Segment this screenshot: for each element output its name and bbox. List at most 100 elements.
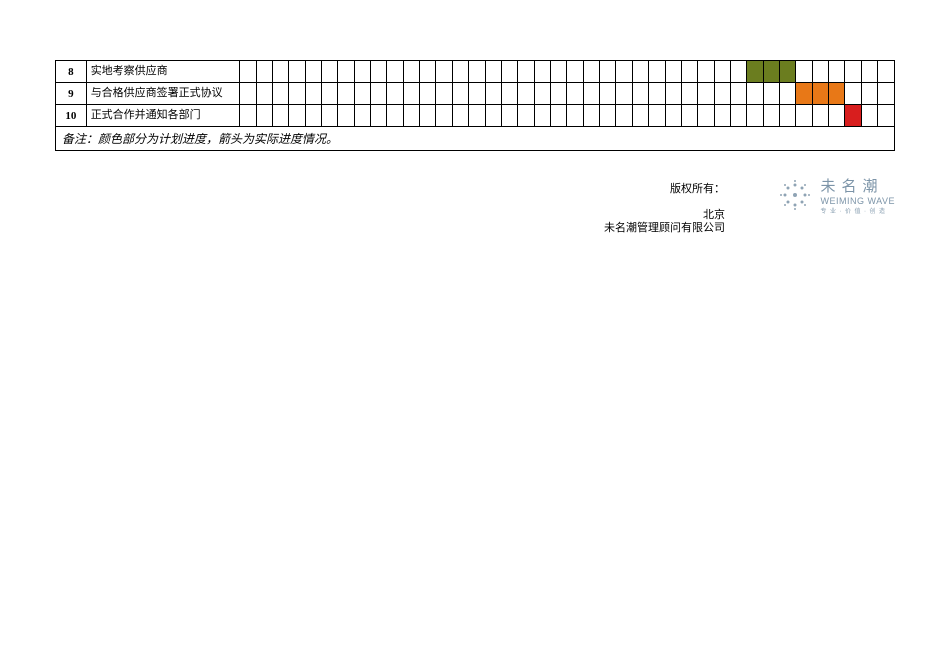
time-cell (501, 61, 517, 83)
time-cell (403, 105, 419, 127)
time-cell (272, 105, 288, 127)
time-cell (665, 83, 681, 105)
time-cell (747, 105, 763, 127)
row-task: 正式合作并通知各部门 (86, 105, 239, 127)
time-cell (600, 61, 616, 83)
time-cell (845, 61, 861, 83)
time-cell (845, 105, 861, 127)
time-cell (600, 105, 616, 127)
logo-text: 未名潮 WEIMING WAVE 专 业 · 价 值 · 创 造 (821, 175, 896, 215)
time-cell (780, 83, 796, 105)
row-id: 8 (56, 61, 87, 83)
time-cell (829, 83, 845, 105)
time-cell (567, 83, 583, 105)
time-cell (747, 83, 763, 105)
time-cell (616, 61, 632, 83)
time-cell (698, 83, 714, 105)
time-cell (436, 105, 452, 127)
time-cell (436, 61, 452, 83)
time-cell (649, 61, 665, 83)
time-cell (338, 61, 354, 83)
time-cell (763, 105, 779, 127)
time-cell (567, 61, 583, 83)
gantt-row: 10正式合作并通知各部门 (56, 105, 895, 127)
time-cell (518, 83, 534, 105)
time-cell (469, 83, 485, 105)
time-cell (747, 61, 763, 83)
time-cell (485, 105, 501, 127)
time-cell (338, 105, 354, 127)
gantt-row: 9与合格供应商签署正式协议 (56, 83, 895, 105)
time-cell (305, 83, 321, 105)
time-cell (550, 61, 566, 83)
row-task: 实地考察供应商 (86, 61, 239, 83)
copyright-label: 版权所有： (545, 180, 725, 196)
time-cell (730, 105, 746, 127)
time-cell (861, 61, 877, 83)
time-cell (714, 105, 730, 127)
time-cell (534, 105, 550, 127)
time-cell (796, 61, 812, 83)
time-cell (861, 83, 877, 105)
gantt-table: 8实地考察供应商9与合格供应商签署正式协议10正式合作并通知各部门备注：颜色部分… (55, 60, 895, 151)
gantt-chart-fragment: 8实地考察供应商9与合格供应商签署正式协议10正式合作并通知各部门备注：颜色部分… (55, 60, 895, 151)
row-id: 9 (56, 83, 87, 105)
time-cell (452, 61, 468, 83)
time-cell (730, 61, 746, 83)
time-cell (780, 61, 796, 83)
time-cell (485, 61, 501, 83)
time-cell (354, 83, 370, 105)
time-cell (354, 105, 370, 127)
time-cell (878, 105, 895, 127)
time-cell (681, 61, 697, 83)
time-cell (469, 105, 485, 127)
time-cell (518, 105, 534, 127)
time-cell (240, 61, 256, 83)
time-cell (240, 83, 256, 105)
time-cell (812, 83, 828, 105)
time-cell (256, 83, 272, 105)
time-cell (567, 105, 583, 127)
time-cell (321, 105, 337, 127)
time-cell (272, 61, 288, 83)
time-cell (550, 105, 566, 127)
time-cell (518, 61, 534, 83)
time-cell (829, 105, 845, 127)
time-cell (485, 83, 501, 105)
logo-swirl-icon (775, 175, 815, 215)
time-cell (681, 105, 697, 127)
time-cell (289, 105, 305, 127)
time-cell (616, 105, 632, 127)
time-cell (371, 105, 387, 127)
logo: 未名潮 WEIMING WAVE 专 业 · 价 值 · 创 造 (775, 175, 896, 215)
time-cell (436, 83, 452, 105)
time-cell (861, 105, 877, 127)
time-cell (681, 83, 697, 105)
logo-cn: 未名潮 (821, 175, 884, 196)
time-cell (632, 105, 648, 127)
time-cell (403, 61, 419, 83)
time-cell (289, 83, 305, 105)
time-cell (321, 83, 337, 105)
time-cell (583, 61, 599, 83)
logo-sub: 专 业 · 价 值 · 创 造 (821, 206, 887, 215)
time-cell (501, 83, 517, 105)
logo-en: WEIMING WAVE (821, 196, 896, 206)
time-cell (632, 61, 648, 83)
time-cell (289, 61, 305, 83)
time-cell (812, 61, 828, 83)
time-cell (780, 105, 796, 127)
time-cell (305, 61, 321, 83)
time-cell (730, 83, 746, 105)
time-cell (812, 105, 828, 127)
time-cell (338, 83, 354, 105)
gantt-row: 8实地考察供应商 (56, 61, 895, 83)
time-cell (714, 83, 730, 105)
time-cell (829, 61, 845, 83)
time-cell (534, 61, 550, 83)
time-cell (387, 61, 403, 83)
time-cell (501, 105, 517, 127)
time-cell (763, 61, 779, 83)
time-cell (469, 61, 485, 83)
company-label: 未名潮管理顾问有限公司 (545, 219, 725, 235)
